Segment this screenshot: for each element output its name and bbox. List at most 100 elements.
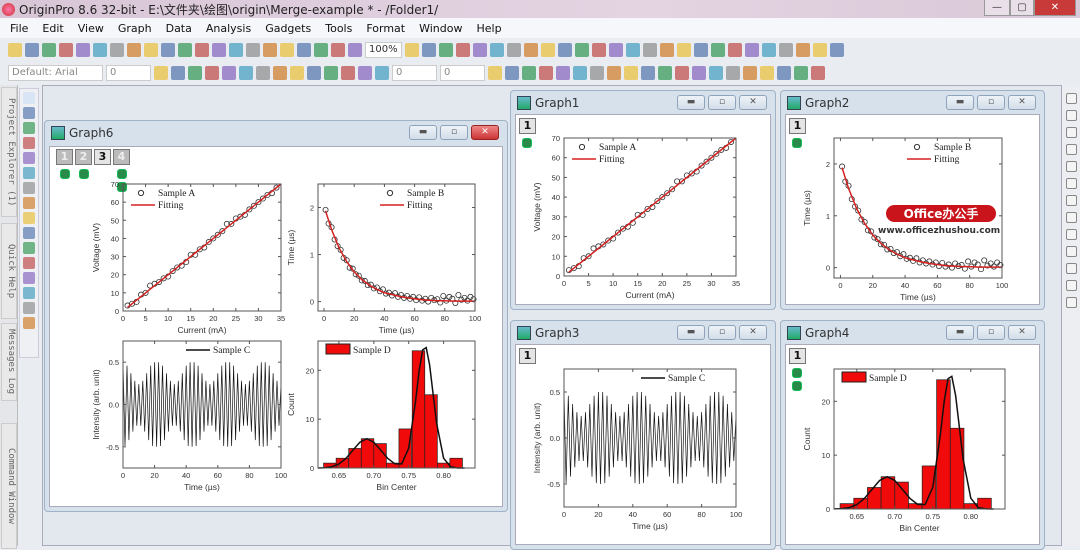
- graph2-plot[interactable]: 0 20 40 60 80 100 0 1 2 Time (µs) Time (µs) Sample …: [786, 115, 1041, 307]
- close-button[interactable]: ✕: [1008, 95, 1036, 110]
- data-selector-icon[interactable]: [23, 167, 35, 179]
- cut-icon[interactable]: [556, 65, 570, 80]
- lock-icon[interactable]: [117, 182, 127, 192]
- results-log-icon[interactable]: [506, 42, 521, 57]
- disregard-icon[interactable]: [727, 42, 742, 57]
- graph4-window[interactable]: Graph4 ▬ ▫ ✕ 1 0.65 0.70 0.75 0.80 0 10 20 Bin Ce…: [780, 320, 1045, 550]
- layer-4-button[interactable]: 4: [113, 149, 130, 165]
- unmerge-icon[interactable]: [658, 65, 672, 80]
- flip-icon[interactable]: [743, 65, 757, 80]
- duplicate-icon[interactable]: [472, 42, 487, 57]
- underline-icon[interactable]: [188, 65, 202, 80]
- menu-graph[interactable]: Graph: [117, 21, 152, 35]
- graph3-plot[interactable]: 0 20 40 60 80 100 -0.5 0.0 0.5 Time (µs) Intensity…: [516, 345, 772, 545]
- lock-icon[interactable]: [709, 65, 723, 80]
- line-icon[interactable]: [23, 257, 35, 269]
- new-excel-icon[interactable]: [42, 42, 56, 57]
- layer-d-icon[interactable]: [1065, 144, 1077, 155]
- increase-font-icon[interactable]: [273, 65, 287, 80]
- spacing-h-icon[interactable]: [675, 65, 689, 80]
- set-label-icon[interactable]: [710, 42, 725, 57]
- font-color-icon[interactable]: [341, 65, 355, 80]
- minimize-button[interactable]: —: [984, 0, 1010, 16]
- save-icon[interactable]: [229, 42, 243, 57]
- menu-edit[interactable]: Edit: [42, 21, 64, 35]
- bold-icon[interactable]: [154, 65, 168, 80]
- zoom-out-icon[interactable]: [23, 122, 35, 134]
- close-button[interactable]: ✕: [739, 325, 767, 340]
- zoom-select[interactable]: 100%: [365, 41, 402, 58]
- restore-button[interactable]: ▫: [977, 325, 1005, 340]
- set-group-icon[interactable]: [744, 42, 759, 57]
- close-button[interactable]: ✕: [471, 125, 499, 140]
- lock-icon[interactable]: [522, 138, 532, 148]
- lock-icon[interactable]: [60, 169, 70, 179]
- open-excel-icon[interactable]: [212, 42, 226, 57]
- rotate-icon[interactable]: [726, 65, 740, 80]
- menu-data[interactable]: Data: [165, 21, 192, 35]
- table-icon[interactable]: [1065, 263, 1077, 274]
- graph6-layer-2-plot[interactable]: 0 20 40 60 80 100 0 1 2 Time (µs) Time (µs) Sample …: [282, 147, 507, 337]
- back-icon[interactable]: [777, 65, 791, 80]
- minimize-button[interactable]: ▬: [677, 95, 705, 110]
- dock-tab-0[interactable]: Project Explorer (1): [1, 87, 17, 217]
- pointer-icon[interactable]: [23, 92, 35, 104]
- line-color-icon[interactable]: [375, 65, 389, 80]
- pointer-icon[interactable]: [624, 65, 638, 80]
- copy-icon[interactable]: [573, 65, 587, 80]
- new-3d-icon[interactable]: [144, 42, 158, 57]
- set-x-icon[interactable]: [642, 42, 657, 57]
- import-multiple-icon[interactable]: [297, 42, 311, 57]
- zoom-icon[interactable]: [23, 107, 35, 119]
- axis-all-icon[interactable]: [1065, 229, 1077, 240]
- command-window-icon[interactable]: [540, 42, 555, 57]
- menu-help[interactable]: Help: [476, 21, 502, 35]
- axis-r-icon[interactable]: [1065, 195, 1077, 206]
- close-button[interactable]: ✕: [1034, 0, 1076, 16]
- superscript-icon[interactable]: [205, 65, 219, 80]
- close-button[interactable]: ✕: [1008, 325, 1036, 340]
- paste-icon[interactable]: [590, 65, 604, 80]
- lock-icon[interactable]: [117, 169, 127, 179]
- script-window-icon[interactable]: [523, 42, 538, 57]
- copy-page-icon[interactable]: [421, 42, 436, 57]
- set-subject-icon[interactable]: [761, 42, 776, 57]
- draw-data-icon[interactable]: [23, 182, 35, 194]
- fill-icon[interactable]: [505, 65, 519, 80]
- minimize-button[interactable]: ▬: [946, 95, 974, 110]
- menu-analysis[interactable]: Analysis: [205, 21, 252, 35]
- open-template-icon[interactable]: [195, 42, 209, 57]
- screen-reader-icon[interactable]: [23, 152, 35, 164]
- line-width-select[interactable]: 0: [392, 64, 437, 81]
- descriptive-stats-icon[interactable]: [608, 42, 623, 57]
- save-template-icon[interactable]: [246, 42, 260, 57]
- greek-icon[interactable]: [256, 65, 270, 80]
- new-function-icon[interactable]: [93, 42, 107, 57]
- pattern-icon[interactable]: [488, 65, 502, 80]
- new-workbook-icon[interactable]: [25, 42, 39, 57]
- layer-management-icon[interactable]: [455, 42, 470, 57]
- set-z-icon[interactable]: [676, 42, 691, 57]
- restore-button[interactable]: ▫: [977, 95, 1005, 110]
- menu-window[interactable]: Window: [419, 21, 463, 35]
- left-justify-icon[interactable]: [307, 65, 321, 80]
- italic-icon[interactable]: [171, 65, 185, 80]
- lock-icon[interactable]: [792, 381, 802, 391]
- layer-3-button[interactable]: 3: [94, 149, 111, 165]
- move-end-icon[interactable]: [829, 42, 844, 57]
- refresh-icon[interactable]: [1065, 246, 1077, 257]
- menu-view[interactable]: View: [77, 21, 104, 35]
- new-notes-icon[interactable]: [127, 42, 141, 57]
- text-icon[interactable]: [23, 227, 35, 239]
- region-icon[interactable]: [23, 212, 35, 224]
- data-reader-icon[interactable]: [23, 137, 35, 149]
- subscript-icon[interactable]: [222, 65, 236, 80]
- region-of-interest-icon[interactable]: [23, 287, 35, 299]
- graph4-plot[interactable]: 0.65 0.70 0.75 0.80 0 10 20 Bin Center Count Samp…: [786, 345, 1041, 545]
- export-icon[interactable]: [438, 42, 453, 57]
- recalculate-icon[interactable]: [314, 42, 328, 57]
- merge-icon[interactable]: [641, 65, 655, 80]
- graph6-layer-4-plot[interactable]: 0.65 0.70 0.75 0.80 0 10 20 Bin Center Count Samp…: [282, 304, 507, 509]
- supsub-icon[interactable]: [239, 65, 253, 80]
- new-project-icon[interactable]: [8, 42, 22, 57]
